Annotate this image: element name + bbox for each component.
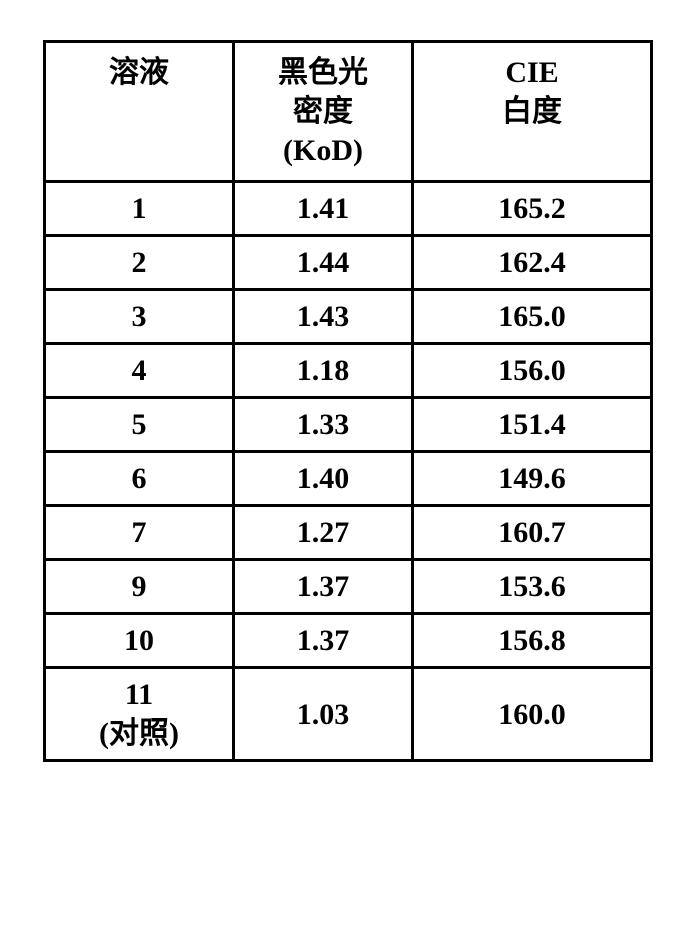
cell-cie: 156.8 [413, 614, 652, 668]
table-row: 2 1.44 162.4 [45, 236, 652, 290]
col-header-cie-line1: CIE [505, 56, 558, 89]
cell-kod: 1.37 [234, 614, 413, 668]
table-row: 9 1.37 153.6 [45, 560, 652, 614]
cell-kod: 1.18 [234, 344, 413, 398]
cell-kod: 1.40 [234, 452, 413, 506]
table-row: 11 (对照) 1.03 160.0 [45, 668, 652, 761]
cell-cie: 160.0 [413, 668, 652, 761]
cell-cie: 156.0 [413, 344, 652, 398]
col-header-cie: CIE 白度 [413, 42, 652, 182]
col-header-kod: 黑色光 密度 (KoD) [234, 42, 413, 182]
cell-solution: 11 (对照) [45, 668, 234, 761]
cell-solution: 5 [45, 398, 234, 452]
col-header-kod-line1: 黑色光 [278, 56, 368, 89]
cell-solution: 2 [45, 236, 234, 290]
cell-solution: 3 [45, 290, 234, 344]
header-row: 溶液 黑色光 密度 (KoD) CIE 白度 [45, 42, 652, 182]
table-row: 10 1.37 156.8 [45, 614, 652, 668]
cell-kod: 1.43 [234, 290, 413, 344]
cell-kod: 1.03 [234, 668, 413, 761]
cell-solution: 4 [45, 344, 234, 398]
col-header-cie-line2: 白度 [502, 95, 562, 128]
cell-kod: 1.33 [234, 398, 413, 452]
cell-kod: 1.44 [234, 236, 413, 290]
cell-solution: 6 [45, 452, 234, 506]
cell-kod: 1.37 [234, 560, 413, 614]
col-header-solution-label: 溶液 [109, 56, 169, 89]
cell-solution: 1 [45, 182, 234, 236]
cell-cie: 165.0 [413, 290, 652, 344]
table-row: 5 1.33 151.4 [45, 398, 652, 452]
cell-solution: 7 [45, 506, 234, 560]
cell-kod: 1.27 [234, 506, 413, 560]
table-row: 1 1.41 165.2 [45, 182, 652, 236]
cell-cie: 165.2 [413, 182, 652, 236]
table-row: 4 1.18 156.0 [45, 344, 652, 398]
data-table: 溶液 黑色光 密度 (KoD) CIE 白度 1 1.41 165.2 [43, 40, 653, 762]
cell-cie: 151.4 [413, 398, 652, 452]
cell-kod: 1.41 [234, 182, 413, 236]
col-header-solution: 溶液 [45, 42, 234, 182]
cell-cie: 153.6 [413, 560, 652, 614]
cell-solution: 10 [45, 614, 234, 668]
col-header-kod-line2: 密度 [293, 95, 353, 128]
table-row: 3 1.43 165.0 [45, 290, 652, 344]
cell-solution-line2: (对照) [99, 717, 179, 750]
cell-solution: 9 [45, 560, 234, 614]
cell-cie: 162.4 [413, 236, 652, 290]
cell-cie: 160.7 [413, 506, 652, 560]
col-header-kod-line3: (KoD) [283, 134, 363, 167]
cell-solution-line1: 11 [125, 678, 153, 711]
table-row: 7 1.27 160.7 [45, 506, 652, 560]
table-row: 6 1.40 149.6 [45, 452, 652, 506]
cell-cie: 149.6 [413, 452, 652, 506]
